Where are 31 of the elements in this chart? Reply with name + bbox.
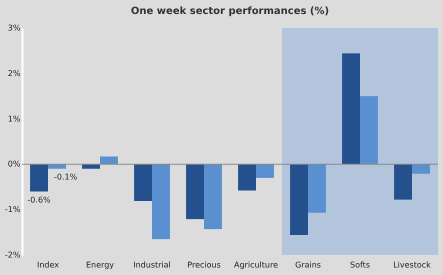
bar: [100, 156, 118, 164]
y-tick-label: 1%: [8, 114, 21, 124]
y-tick-label: 0%: [8, 160, 21, 169]
bar: [256, 164, 274, 178]
x-tick-label: Agriculture: [234, 260, 278, 270]
bar: [412, 164, 430, 174]
x-tick-label: Precious: [187, 260, 221, 270]
bar: [308, 164, 326, 213]
x-tick-label: Industrial: [133, 260, 171, 270]
x-tick-label: Livestock: [393, 260, 432, 270]
x-tick-label: Softs: [350, 260, 370, 270]
bar: [342, 53, 360, 164]
y-tick-label: -2%: [4, 250, 21, 260]
bar: [290, 164, 308, 236]
bar: [30, 164, 48, 192]
bar: [394, 164, 412, 200]
bar: [360, 96, 378, 164]
chart-title: One week sector performances (%): [130, 6, 330, 17]
y-tick-label: 2%: [8, 68, 21, 78]
data-label: -0.1%: [54, 172, 78, 182]
data-label: -0.6%: [27, 195, 52, 204]
bar: [134, 164, 152, 201]
y-tick-label: -1%: [4, 205, 21, 214]
bar: [204, 164, 222, 230]
bar: [238, 164, 256, 191]
bar: [186, 164, 204, 220]
y-tick-label: 3%: [8, 24, 21, 32]
bar: [152, 164, 170, 240]
x-tick-label: Energy: [86, 260, 114, 270]
x-tick-label: Grains: [295, 260, 321, 270]
x-tick-label: Index: [36, 260, 60, 270]
